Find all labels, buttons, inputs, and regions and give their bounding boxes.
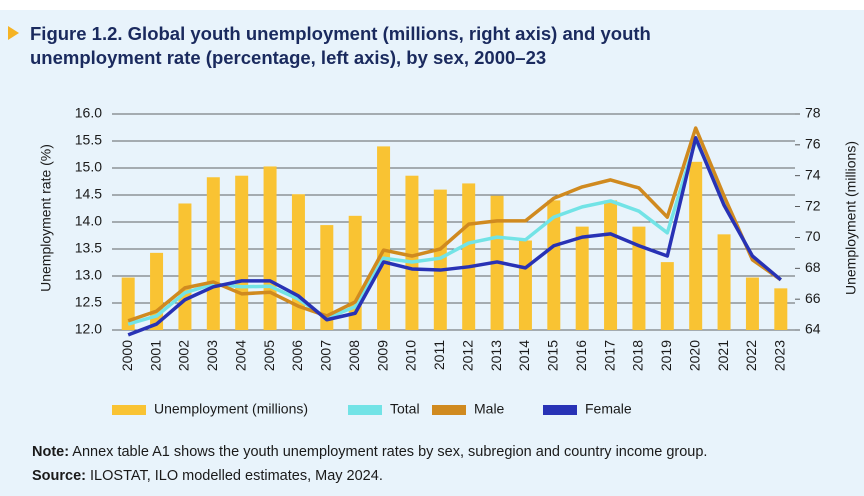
y-tick-label: 12.0 — [75, 321, 102, 337]
x-tick-label: 2006 — [289, 340, 305, 371]
y-tick-label: 12.5 — [75, 294, 102, 310]
line — [127, 126, 782, 323]
legend-swatch — [348, 405, 382, 415]
y-tick-label: 15.0 — [75, 159, 102, 175]
y-tick-label: 16.0 — [75, 105, 102, 121]
y-tick-label: 14.0 — [75, 213, 102, 229]
bar — [547, 200, 561, 330]
x-tick-label: 2010 — [403, 340, 419, 371]
note-text: Annex table A1 shows the youth unemploym… — [72, 444, 708, 460]
bar — [632, 226, 646, 330]
y-tick-label: 14.5 — [75, 186, 102, 202]
x-tick-label: 2020 — [686, 340, 702, 371]
bar — [604, 200, 618, 330]
legend-label: Total — [390, 401, 420, 417]
y2-tick-label: 70 — [805, 228, 821, 244]
x-tick-label: 2008 — [346, 340, 362, 371]
legend-label: Female — [585, 401, 632, 417]
x-tick-label: 2015 — [545, 340, 561, 371]
bar — [235, 175, 249, 330]
note: Note: Annex table A1 shows the youth une… — [32, 444, 707, 460]
x-tick-label: 2021 — [715, 340, 731, 371]
x-tick-label: 2000 — [119, 340, 135, 371]
bar — [377, 146, 391, 330]
bar — [263, 166, 277, 330]
y-tick-label: 13.0 — [75, 267, 102, 283]
x-tick-label: 2001 — [147, 340, 163, 371]
x-tick-label: 2003 — [204, 340, 220, 371]
bar — [206, 177, 220, 330]
y2-tick-label: 64 — [805, 321, 821, 337]
bar — [575, 226, 589, 330]
bar — [745, 277, 759, 330]
x-tick-label: 2007 — [318, 340, 334, 371]
legend-swatch — [543, 405, 577, 415]
x-tick-label: 2016 — [573, 340, 589, 371]
x-tick-label: 2002 — [176, 340, 192, 371]
y2-axis-title: Unemployment (millions) — [843, 141, 859, 295]
legend-swatch — [112, 405, 146, 415]
y2-tick-label: 72 — [805, 197, 821, 213]
legend-swatch — [432, 405, 466, 415]
y-tick-label: 13.5 — [75, 240, 102, 256]
x-tick-label: 2014 — [516, 340, 532, 371]
x-tick-label: 2005 — [261, 340, 277, 371]
chart-title: Figure 1.2. Global youth unemployment (m… — [30, 23, 651, 68]
y-axis-title: Unemployment rate (%) — [38, 144, 54, 292]
y2-tick-label: 74 — [805, 166, 821, 182]
y2-tick-label: 76 — [805, 136, 821, 152]
x-tick-label: 2022 — [743, 340, 759, 371]
legend-label: Unemployment (millions) — [154, 401, 308, 417]
note-label: Note: — [32, 444, 70, 460]
y2-tick-label: 68 — [805, 259, 821, 275]
legend-label: Male — [474, 401, 505, 417]
x-tick-label: 2017 — [601, 340, 617, 371]
x-tick-label: 2023 — [772, 340, 788, 371]
bar — [717, 234, 731, 330]
bar — [178, 203, 192, 330]
y2-tick-label: 78 — [805, 105, 821, 121]
bar — [320, 225, 334, 330]
bar — [518, 240, 532, 330]
bar — [121, 277, 135, 330]
line — [127, 136, 782, 337]
x-tick-label: 2011 — [431, 340, 447, 370]
x-tick-label: 2012 — [459, 340, 475, 371]
x-tick-label: 2009 — [374, 340, 390, 371]
x-tick-label: 2018 — [630, 340, 646, 371]
bar — [689, 161, 703, 330]
bar — [405, 175, 419, 330]
line — [127, 138, 782, 326]
source: Source: ILOSTAT, ILO modelled estimates,… — [32, 468, 383, 484]
source-label: Source: — [32, 468, 86, 484]
y-tick-label: 15.5 — [75, 132, 102, 148]
source-text: ILOSTAT, ILO modelled estimates, May 202… — [90, 468, 383, 484]
title-marker — [8, 26, 19, 40]
bar — [462, 183, 476, 330]
y2-tick-label: 66 — [805, 290, 821, 306]
x-tick-label: 2019 — [658, 340, 674, 371]
bar — [774, 288, 788, 330]
x-tick-label: 2013 — [488, 340, 504, 371]
x-tick-label: 2004 — [232, 340, 248, 371]
bar — [660, 262, 674, 330]
